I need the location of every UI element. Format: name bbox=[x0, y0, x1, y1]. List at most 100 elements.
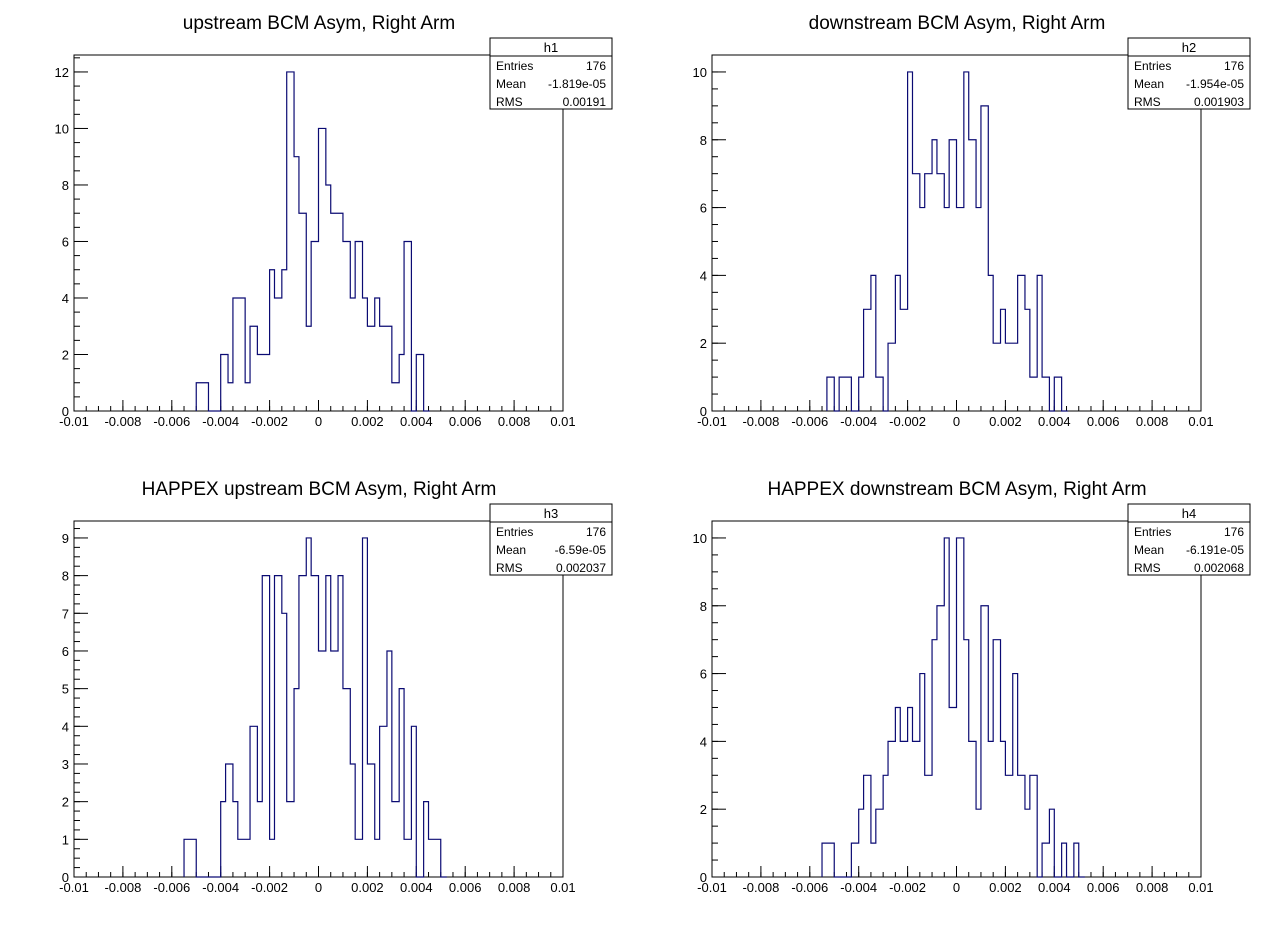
histogram-bin bbox=[287, 72, 294, 411]
x-tick-label: 0.006 bbox=[449, 880, 482, 895]
histogram-bin bbox=[900, 741, 907, 877]
stats-value: -6.191e-05 bbox=[1186, 543, 1244, 557]
histogram-bin bbox=[988, 741, 993, 877]
histogram-bin bbox=[957, 538, 964, 877]
stats-box-name: h2 bbox=[1182, 40, 1196, 55]
stats-value: -6.59e-05 bbox=[555, 543, 607, 557]
x-tick-label: -0.002 bbox=[889, 414, 926, 429]
histogram-bin bbox=[367, 764, 374, 877]
x-tick-label: -0.002 bbox=[889, 880, 926, 895]
histogram-bin bbox=[1054, 377, 1061, 411]
y-tick-label: 2 bbox=[62, 795, 69, 810]
chart-title: HAPPEX upstream BCM Asym, Right Arm bbox=[142, 479, 497, 500]
x-tick-label: 0.008 bbox=[1136, 414, 1169, 429]
y-tick-label: 10 bbox=[693, 531, 707, 546]
x-tick-label: 0.01 bbox=[550, 880, 575, 895]
x-tick-label: -0.008 bbox=[742, 414, 779, 429]
stats-value: 0.001903 bbox=[1194, 95, 1244, 109]
histogram-bin bbox=[1005, 775, 1012, 877]
y-tick-label: 3 bbox=[62, 757, 69, 772]
histogram-bin bbox=[1013, 343, 1018, 411]
histogram-bin bbox=[411, 726, 416, 877]
stats-label: RMS bbox=[1134, 561, 1161, 575]
histogram-bin bbox=[1049, 809, 1054, 877]
stats-value: 176 bbox=[1224, 59, 1244, 73]
histogram-bin bbox=[1062, 843, 1067, 877]
histogram-bin bbox=[343, 241, 350, 411]
histogram-bin bbox=[294, 157, 299, 411]
x-tick-label: -0.008 bbox=[742, 880, 779, 895]
stats-label: RMS bbox=[496, 95, 523, 109]
histogram-bin bbox=[925, 775, 932, 877]
y-tick-label: 6 bbox=[62, 644, 69, 659]
histogram-bin bbox=[226, 764, 233, 877]
stats-label: Mean bbox=[496, 77, 526, 91]
histogram-bin bbox=[326, 185, 331, 411]
histogram-bin bbox=[228, 383, 233, 411]
histogram-bin bbox=[988, 275, 993, 411]
stats-label: Mean bbox=[1134, 543, 1164, 557]
histogram-bin bbox=[993, 343, 1000, 411]
histogram-panel-1: upstream BCM Asym, Right Arm-0.01 -0.008-… bbox=[55, 13, 613, 429]
x-tick-label: -0.004 bbox=[202, 414, 239, 429]
x-tick-label: 0.008 bbox=[1136, 880, 1169, 895]
histogram-bin bbox=[196, 383, 208, 411]
histogram-bin bbox=[338, 576, 343, 877]
histogram-bin bbox=[343, 689, 350, 877]
histogram-bin bbox=[981, 106, 988, 411]
y-tick-label: 7 bbox=[62, 606, 69, 621]
x-tick-label: 0.01 bbox=[1188, 414, 1213, 429]
histogram-bin bbox=[1001, 741, 1006, 877]
x-tick-label: -0.01 bbox=[697, 880, 727, 895]
y-tick-label: 6 bbox=[62, 234, 69, 249]
histogram-bin bbox=[311, 576, 318, 877]
stats-value: 176 bbox=[586, 525, 606, 539]
histogram-bin bbox=[920, 208, 925, 411]
stats-value: -1.819e-05 bbox=[548, 77, 606, 91]
histogram-bin bbox=[912, 741, 919, 877]
histogram-bin bbox=[822, 843, 834, 877]
histogram-bin bbox=[311, 241, 318, 411]
histogram-bin bbox=[331, 213, 343, 411]
x-tick-label: 0.002 bbox=[989, 880, 1022, 895]
x-tick-label: 0.008 bbox=[498, 414, 531, 429]
stats-label: Entries bbox=[1134, 59, 1171, 73]
histogram-bin bbox=[864, 309, 871, 411]
histogram-bin bbox=[399, 689, 404, 877]
histogram-bin bbox=[883, 775, 888, 877]
histogram-bin bbox=[326, 576, 331, 877]
histogram-bin bbox=[944, 538, 949, 877]
histogram-bin bbox=[350, 298, 355, 411]
y-tick-label: 2 bbox=[700, 802, 707, 817]
x-tick-label: 0.006 bbox=[449, 414, 482, 429]
histogram-bin bbox=[859, 377, 864, 411]
histogram-bin bbox=[908, 72, 913, 411]
histogram-bin bbox=[1001, 309, 1006, 411]
stats-box-name: h3 bbox=[544, 506, 558, 521]
histogram-bin bbox=[964, 72, 969, 411]
histogram-bin bbox=[404, 839, 411, 877]
y-tick-label: 12 bbox=[55, 65, 69, 80]
y-tick-label: 0 bbox=[62, 870, 69, 885]
histogram-bin bbox=[416, 354, 423, 411]
histogram-outline bbox=[183, 537, 447, 878]
histogram-bin bbox=[350, 764, 355, 877]
stats-label: Mean bbox=[1134, 77, 1164, 91]
stats-box: h1 Entries 176 Mean -1.819e-05 RMS 0.00191 bbox=[489, 37, 613, 110]
histogram-bin bbox=[257, 354, 269, 411]
histogram-bin bbox=[944, 208, 949, 411]
stats-box-frame bbox=[489, 503, 613, 576]
histogram-bin bbox=[981, 606, 988, 877]
histogram-bin bbox=[969, 741, 976, 877]
histogram-bin bbox=[876, 377, 883, 411]
histogram-bin bbox=[993, 640, 1000, 877]
x-tick-label: -0.006 bbox=[153, 414, 190, 429]
histogram-outline bbox=[826, 71, 1068, 412]
chart-title: upstream BCM Asym, Right Arm bbox=[183, 13, 455, 34]
stats-box-name: h4 bbox=[1182, 506, 1196, 521]
stats-value: 0.002037 bbox=[556, 561, 606, 575]
histogram-bin bbox=[375, 298, 380, 411]
stats-box-frame bbox=[1127, 503, 1251, 576]
histogram-panel-2: downstream BCM Asym, Right Arm -0.01 -0.00… bbox=[693, 13, 1251, 429]
histogram-bin bbox=[424, 802, 429, 877]
